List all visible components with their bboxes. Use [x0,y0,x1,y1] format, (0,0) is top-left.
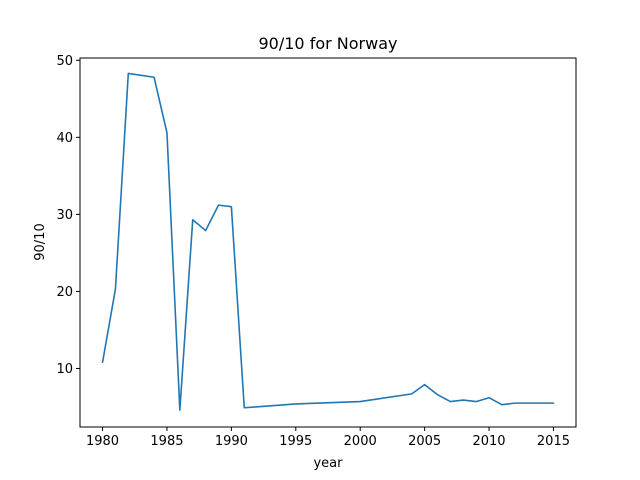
y-axis-label: 90/10 [33,223,48,260]
x-tick-label: 1985 [150,434,183,449]
y-tick-label: 10 [56,362,73,377]
x-tick-label: 2015 [537,434,570,449]
x-tick-label: 1995 [279,434,312,449]
x-axis: 1980 1985 1990 1995 2000 2005 2010 2015 [86,427,570,449]
y-tick-label: 40 [56,131,73,146]
x-axis-label: year [313,456,343,471]
y-tick-label: 20 [56,285,73,300]
x-tick-label: 2000 [344,434,377,449]
y-tick-label: 50 [56,54,73,69]
x-tick-label: 2005 [408,434,441,449]
x-tick-label: 1990 [215,434,248,449]
plot-area [101,72,555,411]
x-tick-label: 1980 [86,434,119,449]
plot-frame [79,57,577,428]
chart-title: 90/10 for Norway [259,34,398,53]
y-axis: 10 20 30 40 50 [56,54,80,377]
x-tick-label: 2010 [472,434,505,449]
series-line [101,72,555,411]
y-tick-label: 30 [56,208,73,223]
